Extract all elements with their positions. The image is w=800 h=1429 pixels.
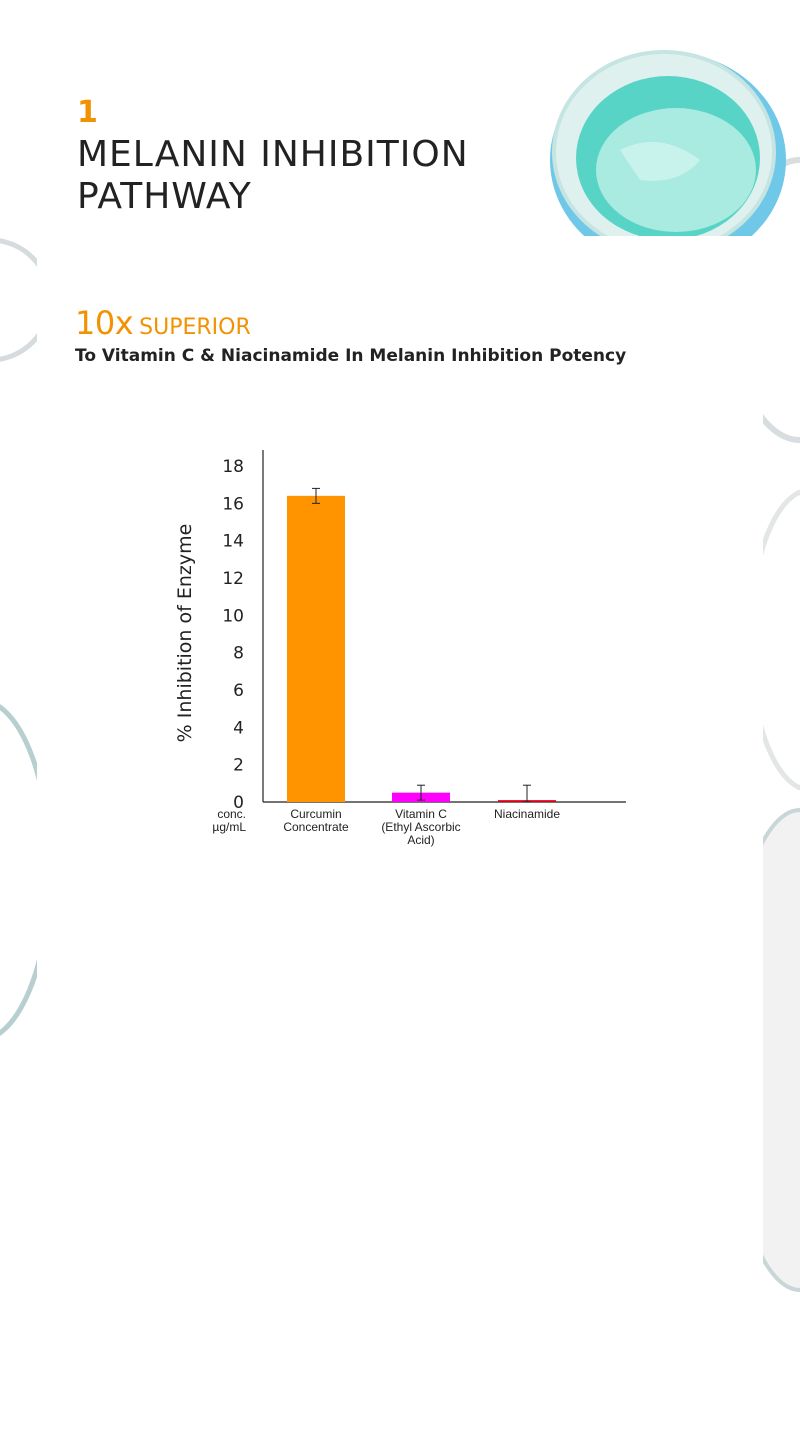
step-number: 1 [77, 95, 98, 130]
y-tick-label: 14 [222, 532, 244, 552]
content-panel [37, 236, 763, 1382]
section-header: 1 MELANIN INHIBITION PATHWAY [77, 96, 517, 218]
y-tick-label: 0 [233, 793, 244, 813]
claim-subtitle: To Vitamin C & Niacinamide In Melanin In… [75, 346, 627, 366]
x-category-label: Acid) [407, 833, 434, 847]
x-axis-note: conc. [217, 807, 246, 821]
section-title: MELANIN INHIBITION PATHWAY [77, 134, 469, 217]
y-tick-label: 4 [233, 718, 244, 738]
y-tick-label: 12 [222, 569, 244, 589]
y-tick-label: 2 [233, 756, 244, 776]
x-category-label: Curcumin [290, 807, 341, 821]
x-axis-note: µg/mL [212, 820, 246, 834]
cream-jar-image [550, 50, 786, 268]
x-category-label: (Ethyl Ascorbic [381, 820, 460, 834]
y-tick-label: 6 [233, 681, 244, 701]
claim-word: SUPERIOR [139, 315, 251, 340]
claim-block: 10x SUPERIOR To Vitamin C & Niacinamide … [75, 304, 695, 366]
y-tick-label: 18 [222, 457, 244, 477]
claim-headline: 10x SUPERIOR [75, 304, 695, 342]
claim-multiplier: 10x [75, 304, 134, 342]
y-tick-label: 16 [222, 494, 244, 514]
y-axis-title: % Inhibition of Enzyme [174, 524, 196, 743]
y-tick-label: 8 [233, 644, 244, 664]
bar-1 [287, 495, 345, 802]
x-category-label: Vitamin C [395, 807, 447, 821]
x-category-label: Niacinamide [494, 807, 560, 821]
y-tick-label: 10 [222, 606, 244, 626]
x-category-label: Concentrate [283, 820, 349, 834]
